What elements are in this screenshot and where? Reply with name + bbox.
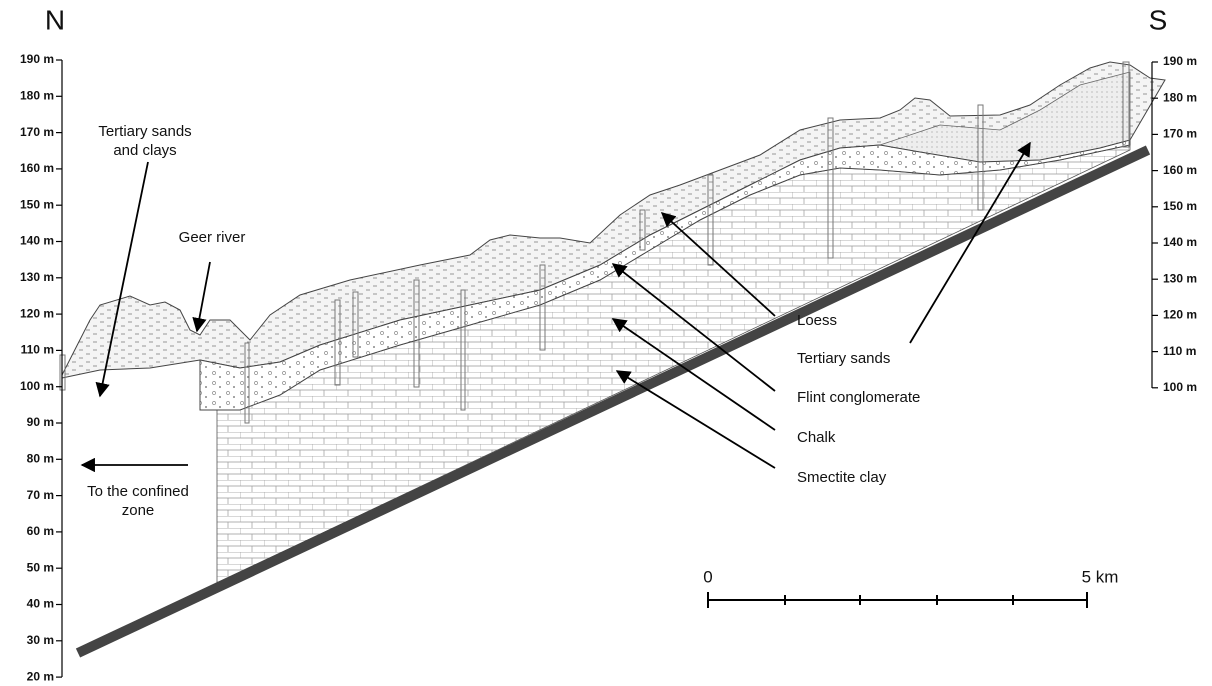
tick-label: 150 m [20,197,54,211]
tick-label: 110 m [1163,344,1196,358]
north-label: N [45,4,65,35]
flint-layer [199,139,1131,411]
tick-label: 50 m [27,560,54,574]
label: Geer river [179,229,246,246]
tick-label: 70 m [27,488,54,502]
arrows [80,141,1031,473]
tick-label: 100 m [20,379,54,393]
south-label: S [1149,4,1168,35]
label: zone [122,502,155,519]
tick-label: 150 m [1163,199,1197,213]
scale-end: 5 km [1082,567,1119,586]
tick-label: 170 m [20,125,54,139]
boreholes [59,61,1130,424]
label: Smectite clay [797,469,887,486]
tick-label: 190 m [20,52,54,66]
tick-label: 190 m [1163,54,1197,68]
tick-label: 100 m [1163,380,1197,394]
tick-label: 110 m [21,343,54,357]
label: Flint conglomerate [797,389,920,406]
tick-label: 160 m [20,161,54,175]
tick-label: 170 m [1163,127,1197,141]
label: Chalk [797,429,836,446]
label: Tertiary sands [797,350,890,367]
scale-start: 0 [703,567,712,586]
tick-label: 90 m [27,415,54,429]
tick-label: 180 m [1163,90,1197,104]
tick-label: 120 m [1163,308,1197,322]
label: Loess [797,312,837,329]
scale-bar [707,592,1088,608]
tick-label: 20 m [27,669,54,683]
label: and clays [113,142,176,159]
tick-label: 160 m [1163,163,1197,177]
tick-label: 180 m [20,88,54,102]
tick-label: 60 m [27,524,54,538]
label: Tertiary sands [98,123,191,140]
tick-label: 140 m [1163,235,1197,249]
tick-label: 80 m [27,451,54,465]
tick-label: 30 m [27,633,54,647]
axis-ticks: 190 m 180 m 170 m 160 m 150 m 140 m 130 m 120 m… [20,52,1197,683]
tick-label: 40 m [27,597,54,611]
label: To the confined [87,483,189,500]
tick-label: 120 m [20,306,54,320]
tick-label: 130 m [20,270,54,284]
smectite-clay-layer [75,145,1151,658]
tick-label: 140 m [20,234,54,248]
tick-label: 130 m [1163,271,1197,285]
